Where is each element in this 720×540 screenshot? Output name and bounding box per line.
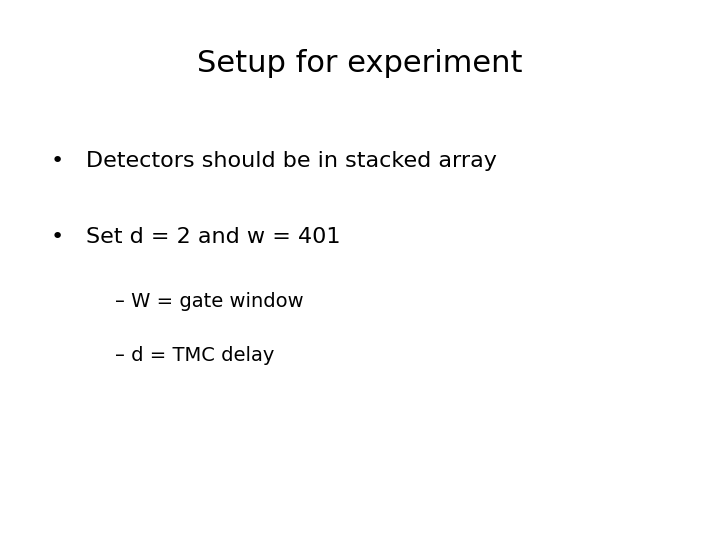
Text: Set d = 2 and w = 401: Set d = 2 and w = 401 xyxy=(86,227,341,247)
Text: •: • xyxy=(50,227,63,247)
Text: Setup for experiment: Setup for experiment xyxy=(197,49,523,78)
Text: – W = gate window: – W = gate window xyxy=(115,292,304,310)
Text: •: • xyxy=(50,151,63,171)
Text: Detectors should be in stacked array: Detectors should be in stacked array xyxy=(86,151,498,171)
Text: – d = TMC delay: – d = TMC delay xyxy=(115,346,274,365)
